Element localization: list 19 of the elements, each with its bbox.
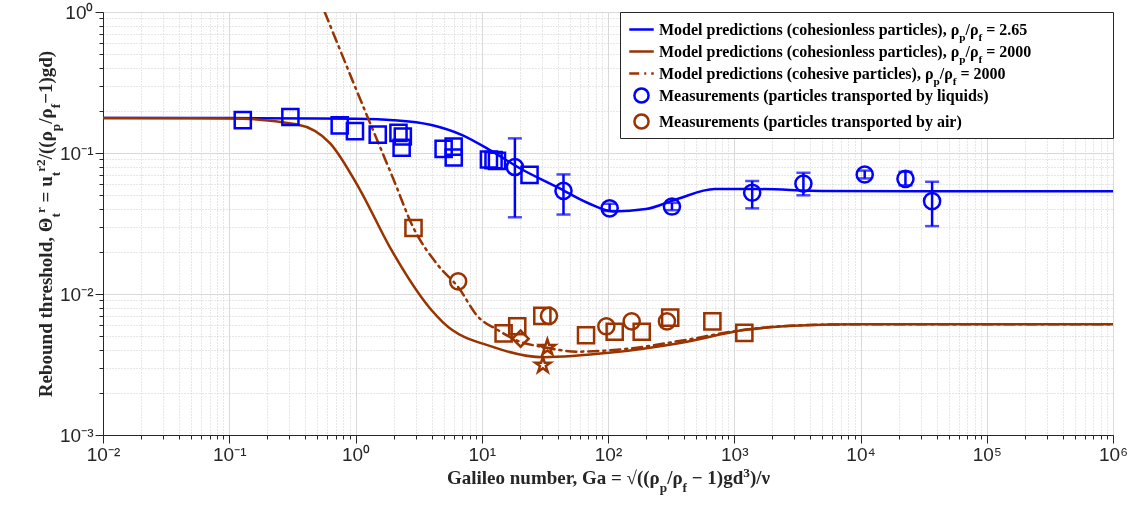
x-tick-label: 10⁻¹ — [213, 443, 247, 465]
legend-label: Model predictions (cohesionless particles), ρ$_{p}$/ρ$_{f}$ = 2.65 — [659, 20, 1028, 43]
x-tick-label: 10³ — [721, 443, 749, 465]
x-tick-label: 10⁻² — [86, 443, 121, 465]
x-tick-label: 10² — [594, 443, 623, 465]
legend-label: Measurements (particles transported by liquids) — [659, 86, 989, 105]
legend-label: Model predictions (cohesionless particles), ρ$_{p}$/ρ$_{f}$ = 2000 — [659, 42, 1032, 65]
x-tick-label: 10⁵ — [972, 443, 1002, 465]
y-tick-label: 10⁻¹ — [60, 142, 94, 164]
y-tick-label: 10⁰ — [65, 1, 94, 23]
legend-label: Model predictions (cohesive particles), ρ$_{p}$/ρ$_{f}$ = 2000 — [659, 64, 1006, 87]
x-axis-title: Galileo number, Ga = √((ρ$_{p}$/ρ$_{f}$ − 1)gd$^{3}$)/ν — [446, 464, 771, 494]
legend-label: Measurements (particles transported by air) — [659, 112, 962, 131]
x-tick-label: 10¹ — [468, 443, 496, 465]
x-tick-label: 10⁰ — [341, 443, 371, 465]
x-tick-label: 10⁶ — [1099, 443, 1128, 465]
y-tick-label: 10⁻³ — [60, 424, 94, 446]
y-tick-label: 10⁻² — [60, 283, 94, 305]
x-tick-label: 10⁴ — [846, 443, 876, 465]
